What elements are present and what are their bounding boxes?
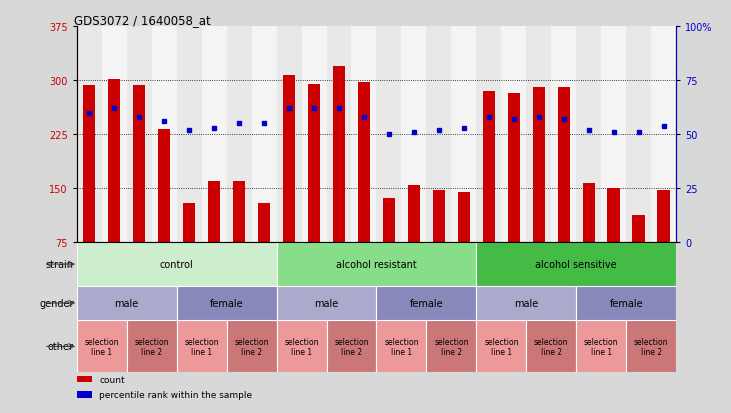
Bar (632, 216, 645, 243)
Text: selection
line 1: selection line 1 (284, 337, 319, 356)
Bar (227, 320, 276, 373)
Bar (576, 286, 676, 320)
Bar (607, 188, 620, 243)
Bar (458, 192, 470, 243)
Bar (626, 320, 676, 373)
Text: selection
line 1: selection line 1 (385, 337, 419, 356)
Bar (102, 27, 126, 243)
Bar (283, 76, 295, 243)
Bar (477, 286, 576, 320)
Bar (77, 27, 102, 243)
Bar (451, 27, 477, 243)
Bar (77, 376, 92, 382)
Text: selection
line 2: selection line 2 (534, 337, 569, 356)
Text: selection
line 1: selection line 1 (85, 337, 119, 356)
Bar (177, 286, 276, 320)
Bar (376, 286, 477, 320)
Text: percentile rank within the sample: percentile rank within the sample (99, 390, 252, 399)
Text: control: control (160, 259, 194, 269)
Bar (333, 66, 345, 243)
Bar (133, 86, 145, 243)
Bar (327, 320, 376, 373)
Text: selection
line 1: selection line 1 (584, 337, 618, 356)
Bar (251, 27, 276, 243)
Bar (177, 320, 227, 373)
Bar (551, 27, 576, 243)
Bar (433, 190, 445, 243)
Bar (526, 320, 576, 373)
Bar (558, 87, 570, 243)
Bar (533, 87, 545, 243)
Bar (258, 203, 270, 243)
Bar (202, 27, 227, 243)
Bar (501, 27, 526, 243)
Bar (352, 27, 376, 243)
Text: GDS3072 / 1640058_at: GDS3072 / 1640058_at (74, 14, 211, 27)
Bar (376, 27, 401, 243)
Bar (507, 94, 520, 243)
Text: selection
line 2: selection line 2 (334, 337, 368, 356)
Bar (158, 130, 170, 243)
Bar (657, 190, 670, 243)
Bar (482, 92, 495, 243)
Bar (477, 243, 676, 286)
Bar (576, 27, 601, 243)
Bar (426, 320, 477, 373)
Text: selection
line 2: selection line 2 (135, 337, 169, 356)
Bar (233, 182, 246, 243)
Bar (357, 83, 370, 243)
Bar (583, 184, 595, 243)
Bar (327, 27, 352, 243)
Text: selection
line 1: selection line 1 (484, 337, 518, 356)
Text: alcohol resistant: alcohol resistant (336, 259, 417, 269)
Bar (426, 27, 451, 243)
Bar (77, 243, 276, 286)
Text: other: other (48, 342, 74, 351)
Bar (108, 79, 121, 243)
Bar (83, 86, 96, 243)
Text: selection
line 1: selection line 1 (184, 337, 219, 356)
Bar (376, 320, 426, 373)
Text: female: female (409, 298, 443, 309)
Bar (401, 27, 426, 243)
Bar (626, 27, 651, 243)
Bar (276, 27, 302, 243)
Text: selection
line 2: selection line 2 (235, 337, 269, 356)
Bar (308, 85, 320, 243)
Bar (152, 27, 177, 243)
Text: male: male (115, 298, 139, 309)
Bar (276, 286, 376, 320)
Bar (526, 27, 551, 243)
Bar (227, 27, 251, 243)
Bar (477, 320, 526, 373)
Text: male: male (314, 298, 338, 309)
Bar (77, 286, 177, 320)
Text: alcohol sensitive: alcohol sensitive (536, 259, 617, 269)
Bar (177, 27, 202, 243)
Text: count: count (99, 375, 125, 384)
Bar (408, 185, 420, 243)
Bar (602, 27, 626, 243)
Text: gender: gender (39, 298, 74, 309)
Bar (126, 320, 177, 373)
Text: female: female (210, 298, 243, 309)
Bar (126, 27, 152, 243)
Bar (383, 198, 395, 243)
Bar (576, 320, 626, 373)
Text: female: female (610, 298, 643, 309)
Bar (302, 27, 327, 243)
Bar (276, 243, 477, 286)
Bar (183, 203, 195, 243)
Bar (208, 182, 220, 243)
Bar (77, 320, 126, 373)
Text: selection
line 2: selection line 2 (434, 337, 469, 356)
Text: strain: strain (46, 259, 74, 269)
Text: male: male (514, 298, 539, 309)
Bar (477, 27, 501, 243)
Text: selection
line 2: selection line 2 (634, 337, 668, 356)
Bar (77, 391, 92, 398)
Bar (276, 320, 327, 373)
Bar (651, 27, 676, 243)
